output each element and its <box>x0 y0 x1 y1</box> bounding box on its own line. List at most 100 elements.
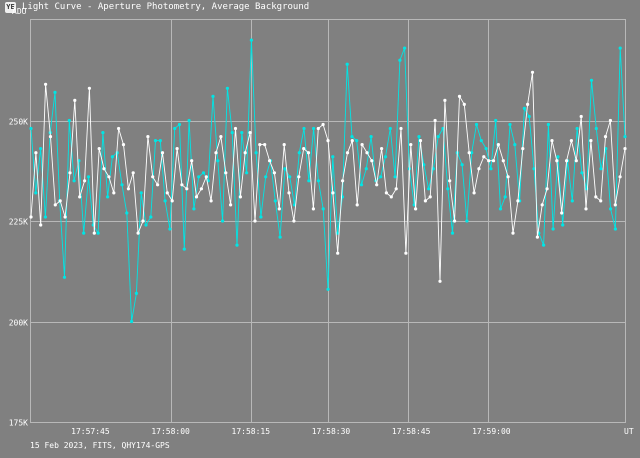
data-series <box>29 38 627 324</box>
data-point <box>341 179 345 183</box>
data-point <box>613 227 618 231</box>
data-point <box>618 175 622 179</box>
data-point <box>29 126 33 131</box>
data-point <box>209 199 213 203</box>
data-point <box>479 139 483 143</box>
data-point <box>158 139 162 143</box>
data-point <box>68 171 72 175</box>
data-point <box>321 207 325 211</box>
data-point <box>121 143 126 147</box>
data-point <box>29 215 33 219</box>
data-point <box>369 135 373 139</box>
data-point <box>498 207 503 211</box>
data-point <box>345 62 349 66</box>
data-point <box>404 251 408 255</box>
data-point <box>168 227 172 231</box>
data-point <box>173 126 177 131</box>
data-point <box>307 179 311 183</box>
data-point <box>263 143 267 147</box>
data-point <box>277 207 281 211</box>
data-point <box>414 207 418 211</box>
data-point <box>467 151 471 155</box>
data-point <box>599 167 603 171</box>
data-point <box>177 122 182 127</box>
data-point <box>394 187 398 191</box>
y-tick-label: 175K <box>9 419 28 428</box>
data-point <box>311 207 315 211</box>
data-point <box>423 199 427 203</box>
data-point <box>149 215 153 219</box>
window-title: Light Curve - Aperture Photometry, Avera… <box>22 2 310 12</box>
data-point <box>197 175 201 179</box>
data-point <box>34 151 38 155</box>
data-point <box>443 98 447 102</box>
data-point <box>491 159 496 163</box>
data-point <box>225 86 229 90</box>
data-point <box>570 199 574 203</box>
data-point <box>153 139 158 143</box>
x-tick-label: 17:58:15 <box>232 427 271 436</box>
data-point <box>580 171 584 175</box>
data-point <box>511 231 515 235</box>
grid-lines <box>31 20 625 423</box>
data-point <box>379 175 383 179</box>
data-point <box>360 143 364 147</box>
data-point <box>199 187 203 191</box>
data-point <box>43 215 48 219</box>
data-point <box>433 118 437 123</box>
data-point <box>345 151 350 155</box>
data-point <box>39 223 43 227</box>
data-point <box>248 131 252 135</box>
data-point <box>487 159 491 163</box>
data-point <box>422 163 426 167</box>
data-point <box>156 183 160 187</box>
data-point <box>224 171 228 175</box>
data-point <box>542 243 546 247</box>
data-point <box>82 231 86 235</box>
data-point <box>384 191 388 195</box>
data-point <box>62 275 67 279</box>
data-point <box>110 155 114 159</box>
app-icon[interactable]: YE <box>5 2 16 13</box>
data-point <box>589 139 593 143</box>
data-point <box>618 46 622 50</box>
data-point <box>201 171 206 175</box>
data-point <box>53 203 57 207</box>
data-point <box>388 126 392 131</box>
data-point <box>165 191 169 195</box>
data-point <box>446 187 450 191</box>
data-point <box>364 167 368 171</box>
data-point <box>470 151 474 155</box>
data-point <box>398 58 402 62</box>
data-point <box>569 139 574 143</box>
data-point <box>418 139 423 143</box>
data-point <box>380 147 384 151</box>
data-point <box>283 167 287 171</box>
data-point <box>594 126 598 131</box>
data-point <box>72 179 76 183</box>
data-point <box>139 191 143 195</box>
data-point <box>180 183 184 187</box>
data-point <box>409 143 413 147</box>
data-point <box>185 187 189 191</box>
data-point <box>365 151 369 155</box>
data-point <box>134 291 138 295</box>
data-point <box>375 183 379 187</box>
data-point <box>331 191 335 195</box>
data-point <box>126 187 130 191</box>
data-point <box>287 191 291 195</box>
data-point <box>336 251 340 255</box>
data-point <box>530 70 535 74</box>
data-point <box>204 175 208 179</box>
data-point <box>141 219 145 223</box>
data-point <box>92 231 96 235</box>
data-point <box>240 131 244 135</box>
data-point <box>594 195 598 199</box>
data-point <box>316 126 320 131</box>
data-point <box>258 143 262 147</box>
data-point <box>297 151 301 155</box>
data-point <box>438 279 442 283</box>
data-point <box>359 183 364 187</box>
data-point <box>489 167 493 171</box>
axis-labels: ADU UT 175K 200K 225K 250K 17:57:45 17:58:00 1… <box>9 7 634 436</box>
